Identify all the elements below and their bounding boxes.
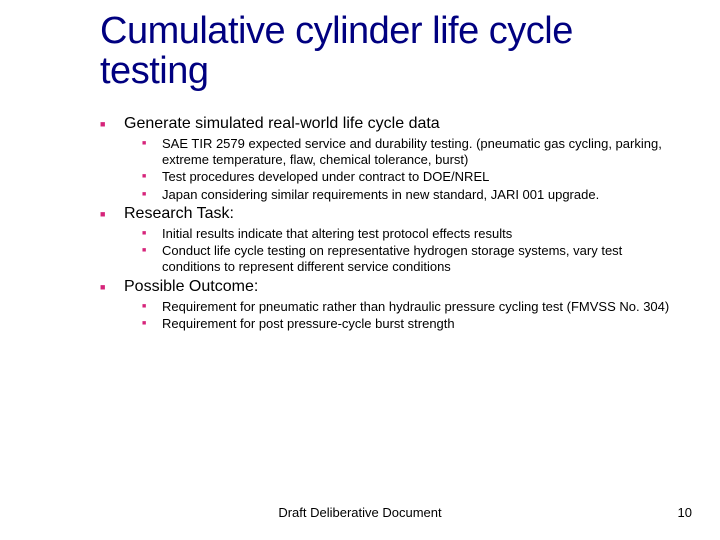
page-number: 10 [678, 505, 692, 520]
list-item-text: Test procedures developed under contract… [162, 169, 489, 185]
list-item-text: Conduct life cycle testing on representa… [162, 243, 680, 276]
list-item-text: Initial results indicate that altering t… [162, 226, 512, 242]
square-bullet-icon: ■ [142, 169, 162, 185]
section-heading: ■ Possible Outcome: [100, 277, 680, 297]
section-heading-text: Possible Outcome: [124, 277, 258, 297]
list-item: ■ Japan considering similar requirements… [142, 187, 680, 203]
square-bullet-icon: ■ [142, 226, 162, 242]
square-bullet-icon: ■ [142, 187, 162, 203]
square-bullet-icon: ■ [100, 204, 124, 224]
section-heading: ■ Generate simulated real-world life cyc… [100, 114, 680, 134]
square-bullet-icon: ■ [142, 299, 162, 315]
section-heading-text: Research Task: [124, 204, 234, 224]
section-heading-text: Generate simulated real-world life cycle… [124, 114, 440, 134]
list-item: ■ Conduct life cycle testing on represen… [142, 243, 680, 276]
footer-center-text: Draft Deliberative Document [0, 505, 720, 520]
list-item-text: Requirement for post pressure-cycle burs… [162, 316, 455, 332]
square-bullet-icon: ■ [142, 316, 162, 332]
list-item: ■ Test procedures developed under contra… [142, 169, 680, 185]
square-bullet-icon: ■ [142, 243, 162, 259]
square-bullet-icon: ■ [142, 136, 162, 152]
list-item: ■ Requirement for pneumatic rather than … [142, 299, 680, 315]
list-item-text: SAE TIR 2579 expected service and durabi… [162, 136, 680, 169]
square-bullet-icon: ■ [100, 277, 124, 297]
slide-content: ■ Generate simulated real-world life cyc… [100, 114, 680, 332]
list-item: ■ SAE TIR 2579 expected service and dura… [142, 136, 680, 169]
list-item: ■ Initial results indicate that altering… [142, 226, 680, 242]
list-item-text: Japan considering similar requirements i… [162, 187, 599, 203]
square-bullet-icon: ■ [100, 114, 124, 134]
slide-title: Cumulative cylinder life cycle testing [100, 12, 680, 92]
section-heading: ■ Research Task: [100, 204, 680, 224]
list-item: ■ Requirement for post pressure-cycle bu… [142, 316, 680, 332]
list-item-text: Requirement for pneumatic rather than hy… [162, 299, 669, 315]
